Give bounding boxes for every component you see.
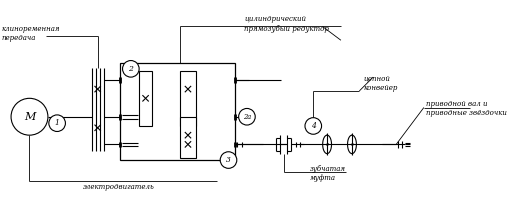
Text: 2а: 2а bbox=[243, 113, 251, 121]
Bar bbox=[180, 117, 196, 158]
Bar bbox=[139, 71, 152, 126]
Text: 4: 4 bbox=[311, 122, 315, 130]
Text: s: s bbox=[350, 142, 353, 147]
Circle shape bbox=[305, 118, 322, 134]
Circle shape bbox=[11, 98, 48, 135]
Text: 1: 1 bbox=[55, 119, 60, 127]
Text: приводной вал и
приводные звёздочки: приводной вал и приводные звёздочки bbox=[426, 100, 506, 117]
Text: клиноременная
передача: клиноременная передача bbox=[2, 25, 61, 42]
Circle shape bbox=[239, 109, 255, 125]
Circle shape bbox=[220, 152, 237, 168]
Text: 2: 2 bbox=[128, 65, 133, 73]
Text: с: с bbox=[326, 142, 329, 147]
Text: цилиндрический
прямозубый редуктор: цилиндрический прямозубый редуктор bbox=[244, 15, 329, 33]
Bar bbox=[180, 71, 196, 126]
Text: М: М bbox=[24, 112, 35, 122]
Text: цепной
конвейер: цепной конвейер bbox=[364, 74, 398, 92]
Circle shape bbox=[123, 61, 139, 77]
Text: зубчатая
муфта: зубчатая муфта bbox=[309, 165, 346, 182]
Text: электродвигатель: электродвигатель bbox=[83, 183, 155, 191]
Bar bbox=[120, 63, 235, 160]
Text: 3: 3 bbox=[226, 156, 231, 164]
Circle shape bbox=[49, 115, 66, 132]
